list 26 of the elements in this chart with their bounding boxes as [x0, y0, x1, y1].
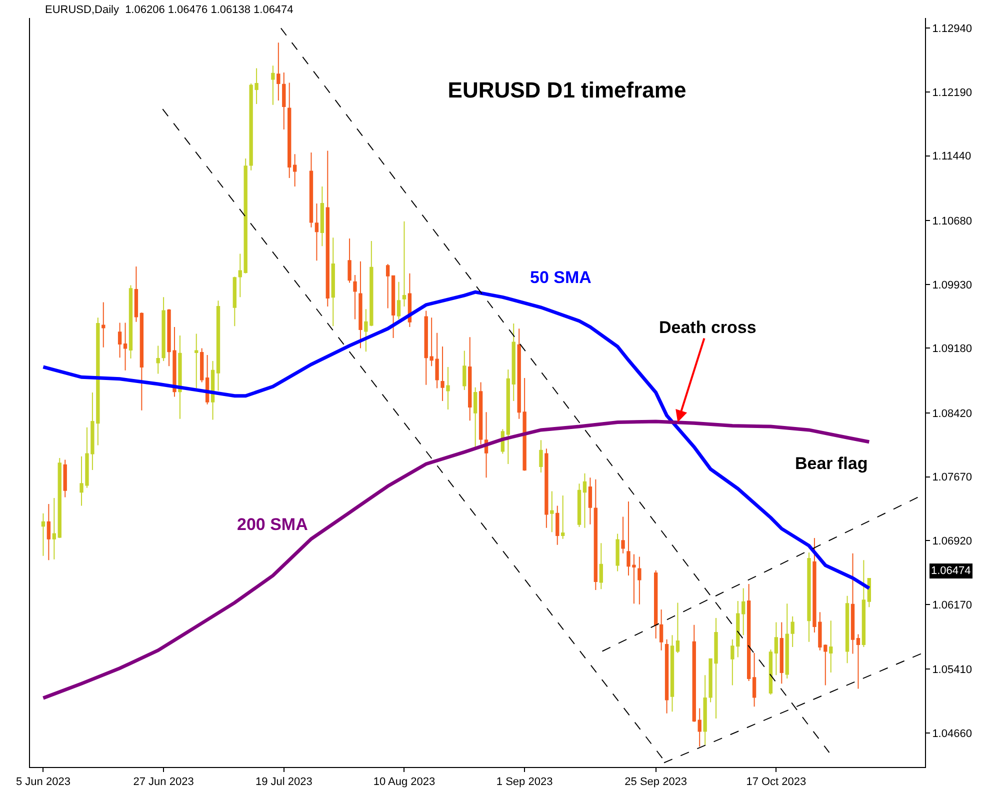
x-tick-label: 17 Oct 2023	[746, 776, 806, 788]
text: 1.06474	[931, 565, 971, 577]
y-tick-label: 1.06920	[932, 535, 972, 548]
y-tick-label: 1.09930	[932, 279, 972, 292]
text: EURUSD D1 timeframe	[448, 77, 686, 102]
annotation: Bear flag	[795, 454, 868, 473]
y-tick-label: 1.11440	[932, 150, 972, 163]
series-label: 50 SMA	[530, 268, 592, 287]
y-tick-label: 1.08420	[932, 408, 972, 420]
x-tick-label: 5 Jun 2023	[16, 776, 70, 788]
x-tick-label: 19 Jul 2023	[255, 776, 312, 788]
y-tick-label: 1.09180	[932, 343, 972, 356]
y-tick-label: 1.06170	[932, 599, 972, 612]
x-tick-label: 10 Aug 2023	[373, 776, 436, 788]
x-tick-label: 25 Sep 2023	[624, 776, 688, 788]
chart-subtitle: EURUSD,Daily 1.06206 1.06476 1.06138 1.06474	[45, 4, 294, 16]
x-tick-label: 1 Sep 2023	[496, 776, 553, 788]
y-tick-label: 1.04660	[932, 728, 972, 740]
x-tick-label: 27 Jun 2023	[133, 776, 194, 788]
series-label: 200 SMA	[237, 515, 308, 534]
y-tick-label: 1.07670	[932, 472, 972, 484]
annotation: Death cross	[659, 318, 756, 337]
y-tick-label: 1.10680	[932, 215, 972, 228]
y-tick-label: 1.05410	[932, 664, 972, 676]
y-tick-label: 1.12940	[932, 23, 972, 36]
y-tick-label: 1.12190	[932, 86, 972, 99]
